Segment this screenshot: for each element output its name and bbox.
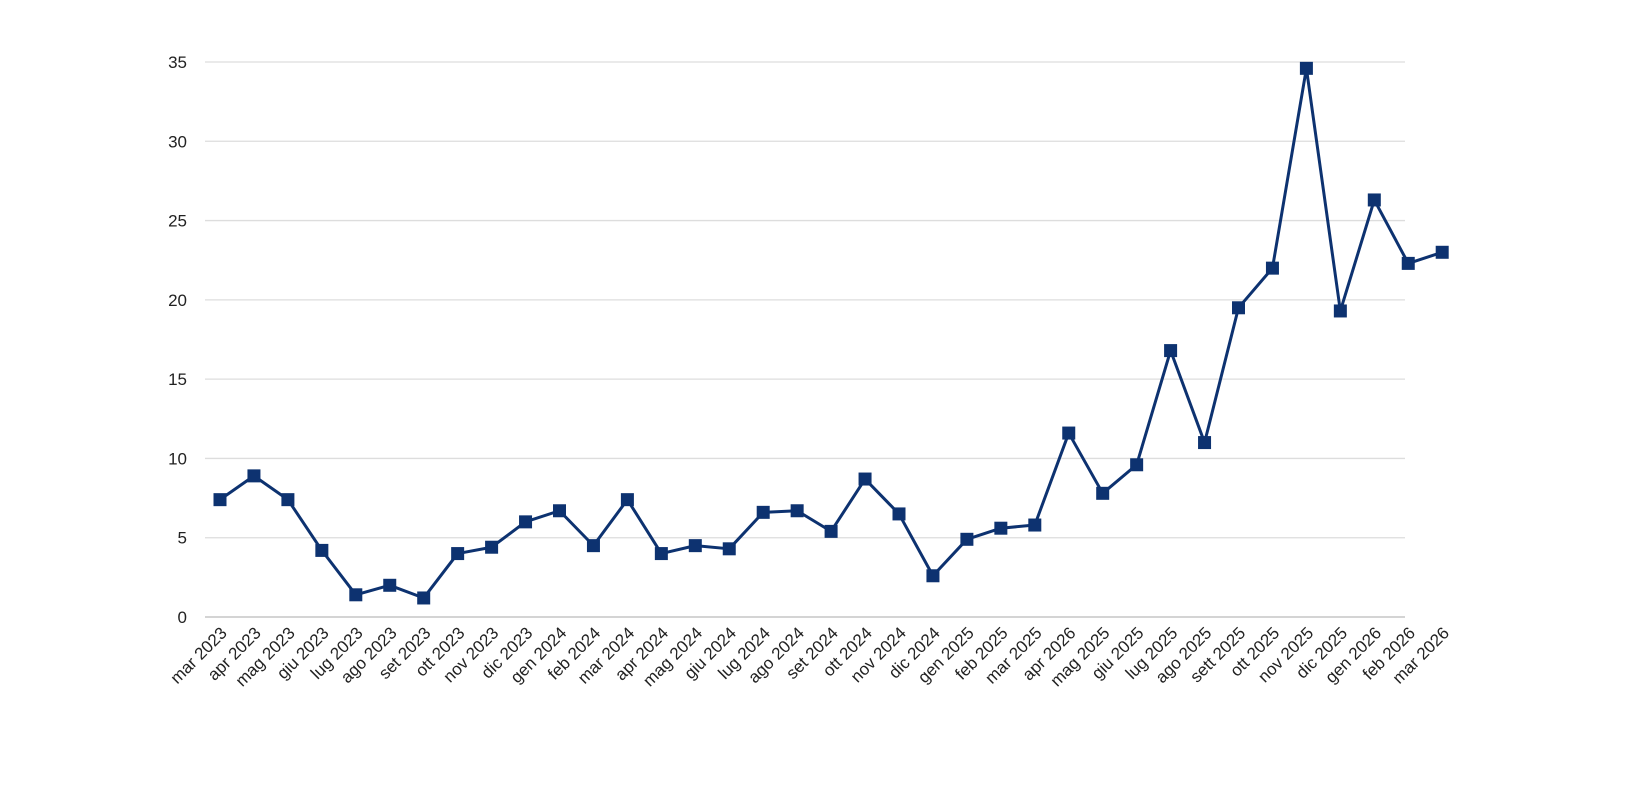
data-point-marker [281,493,295,507]
series-line [219,66,1443,600]
data-point-marker [892,507,906,521]
data-point-marker [756,505,770,519]
data-point-marker [485,540,499,554]
data-point-marker [1096,486,1110,500]
data-point-marker [824,524,838,538]
data-point-marker [722,542,736,556]
y-tick-label: 30 [168,132,187,151]
grid-layer [205,61,1405,618]
data-point-marker [688,539,702,553]
data-point-marker [960,532,974,546]
y-tick-label: 0 [178,608,187,627]
data-point-marker [1130,458,1144,472]
data-point-marker [1299,61,1313,75]
data-point-marker [586,539,600,553]
data-point-marker [349,588,363,602]
data-point-marker [790,504,804,518]
y-tick-label: 25 [168,212,187,231]
data-point-marker [1265,261,1279,275]
data-point-marker [1062,426,1076,440]
data-point-marker [315,543,329,557]
y-tick-label: 5 [178,529,187,548]
data-point-marker [994,521,1008,535]
y-tick-label: 35 [168,53,187,72]
y-axis-ticks: 0 5 10 15 20 25 30 35 [168,53,187,627]
data-point-marker [1232,301,1245,315]
y-tick-label: 20 [168,291,187,310]
series-layer [213,61,1449,605]
data-point-marker [620,493,634,507]
data-point-marker [1164,344,1178,358]
data-point-marker [1198,436,1212,450]
data-point-marker [858,472,872,486]
data-point-marker [1333,304,1347,318]
data-point-marker [1401,256,1415,270]
y-tick-label: 15 [168,370,187,389]
data-point-marker [926,569,940,583]
data-point-marker [383,578,397,592]
data-point-marker [553,504,566,518]
data-point-marker [1367,193,1381,207]
data-point-marker [1028,518,1042,532]
data-point-marker [417,591,431,605]
data-point-marker [247,469,261,483]
data-point-marker [654,547,668,561]
y-tick-label: 10 [168,449,187,468]
data-point-marker [1435,245,1449,259]
data-point-marker [213,493,227,507]
data-point-marker [519,515,533,529]
data-point-marker [451,547,465,561]
